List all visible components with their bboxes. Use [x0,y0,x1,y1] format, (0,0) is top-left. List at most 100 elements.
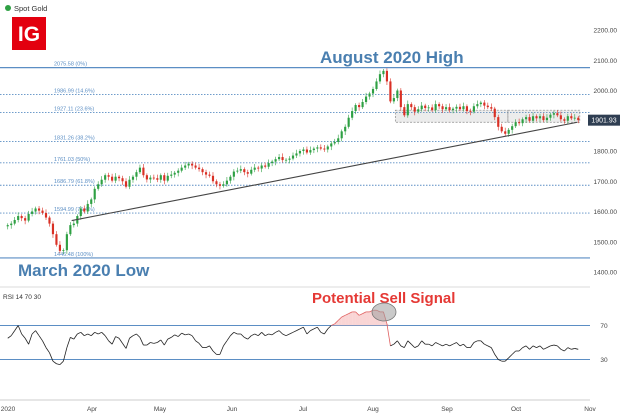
rsi-line-segment [191,335,196,342]
rsi-line-segment [417,340,423,347]
candle-body [438,104,441,107]
candle-body [521,119,524,124]
candle-body [13,219,16,224]
rsi-line-segment [163,338,169,346]
rsi-line-segment [24,338,29,345]
candle-body [507,129,510,134]
candle-body [511,126,514,130]
time-tick-label: 2020 [1,406,16,413]
candle-body [465,106,469,112]
rsi-line-segment [484,343,488,347]
rsi-line-segment [560,348,565,352]
rsi-line-segment [449,343,454,347]
candle-body [559,115,562,120]
candle-body [424,105,427,109]
rsi-line-segment [167,337,172,340]
candle-body [347,117,350,127]
candle-body [124,181,128,187]
candle-body [323,148,326,150]
candle-body [479,102,482,105]
rsi-line-segment [407,340,412,345]
candle-body [117,176,121,179]
rsi-line-segment [431,342,436,347]
candle-body [316,147,319,149]
candle-body [420,105,423,110]
candle-body [319,147,322,149]
rsi-line-segment [219,345,224,355]
candle-body [396,90,399,99]
rsi-line-segment [390,343,395,347]
rsi-line-segment [317,326,322,333]
rsi-line-segment [49,352,54,362]
candle-body [121,178,124,182]
rsi-line-segment [299,326,304,330]
rsi-line-segment [223,340,228,347]
candle-body [34,208,37,212]
candle-body [107,175,110,177]
rsi-overbought-fill [366,311,370,326]
price-tick-label: 1500.00 [594,239,618,246]
candle-body [441,106,444,110]
candle-body [354,105,357,112]
rsi-line-segment [66,337,71,348]
rsi-line-segment [525,345,530,350]
fib-level-label: 1594.99 (76.4%) [54,207,95,213]
rsi-line-segment [153,342,158,344]
time-axis: 2020 Apr May Jun Jul Aug Sep Oct Nov [0,399,597,413]
rsi-line-segment [571,348,575,350]
candle-body [156,178,159,180]
fib-level-label: 1446.48 (100%) [54,252,93,258]
candle-body [566,116,569,121]
candle-body [284,159,288,161]
rsi-line-segment [289,331,294,335]
candle-body [417,109,420,112]
candle-body [37,208,41,211]
rsi-line-segment [487,345,492,348]
rsi-line-segment [306,330,311,335]
candle-body [111,176,114,181]
last-price-tag: 1901.93 [588,114,620,126]
rsi-line-segment [456,342,461,347]
rsi-line-segment [209,345,214,352]
candle-body [295,153,298,156]
candle-body [236,170,239,172]
rsi-line-segment [17,325,23,335]
candle-body [218,184,222,186]
range-box [394,109,509,123]
rsi-line-segment [38,335,43,342]
candle-body [305,149,308,153]
candle-body [138,167,142,173]
rsi-line-segment [445,343,450,347]
candle-body [392,98,395,102]
candle-body [570,116,573,119]
candle-body [10,223,13,226]
rsi-line-segment [414,345,419,348]
fib-level-label: 1927.11 (23.6%) [54,107,94,113]
candle-body [267,163,270,167]
rsi-line-segment [125,338,130,349]
rsi-line-segment [98,331,102,335]
rsi-line-segment [251,333,255,337]
rsi-line-segment [45,347,50,353]
price-axis: 2200.002100.002000.001900.001800.001700.… [594,28,618,277]
time-tick-label: Sep [441,406,453,413]
candle-body [385,70,389,82]
candle-body [364,96,368,102]
rsi-line-segment [393,340,398,345]
trendline [71,121,578,222]
rsi-line-segment [261,332,266,336]
candle-body [184,165,187,168]
candle-body [51,223,55,235]
time-tick-label: Apr [87,406,98,413]
candle-body [431,107,434,111]
rsi-line-segment [257,332,262,336]
rsi-line-segment [327,325,332,330]
rsi-line-segment [101,332,106,336]
candle-body [58,244,61,251]
rsi-line-segment [522,345,527,348]
candle-body [535,116,538,119]
rsi-line-segment [10,330,16,336]
rsi-line-segment [230,332,235,336]
rsi-line-segment [553,344,558,347]
